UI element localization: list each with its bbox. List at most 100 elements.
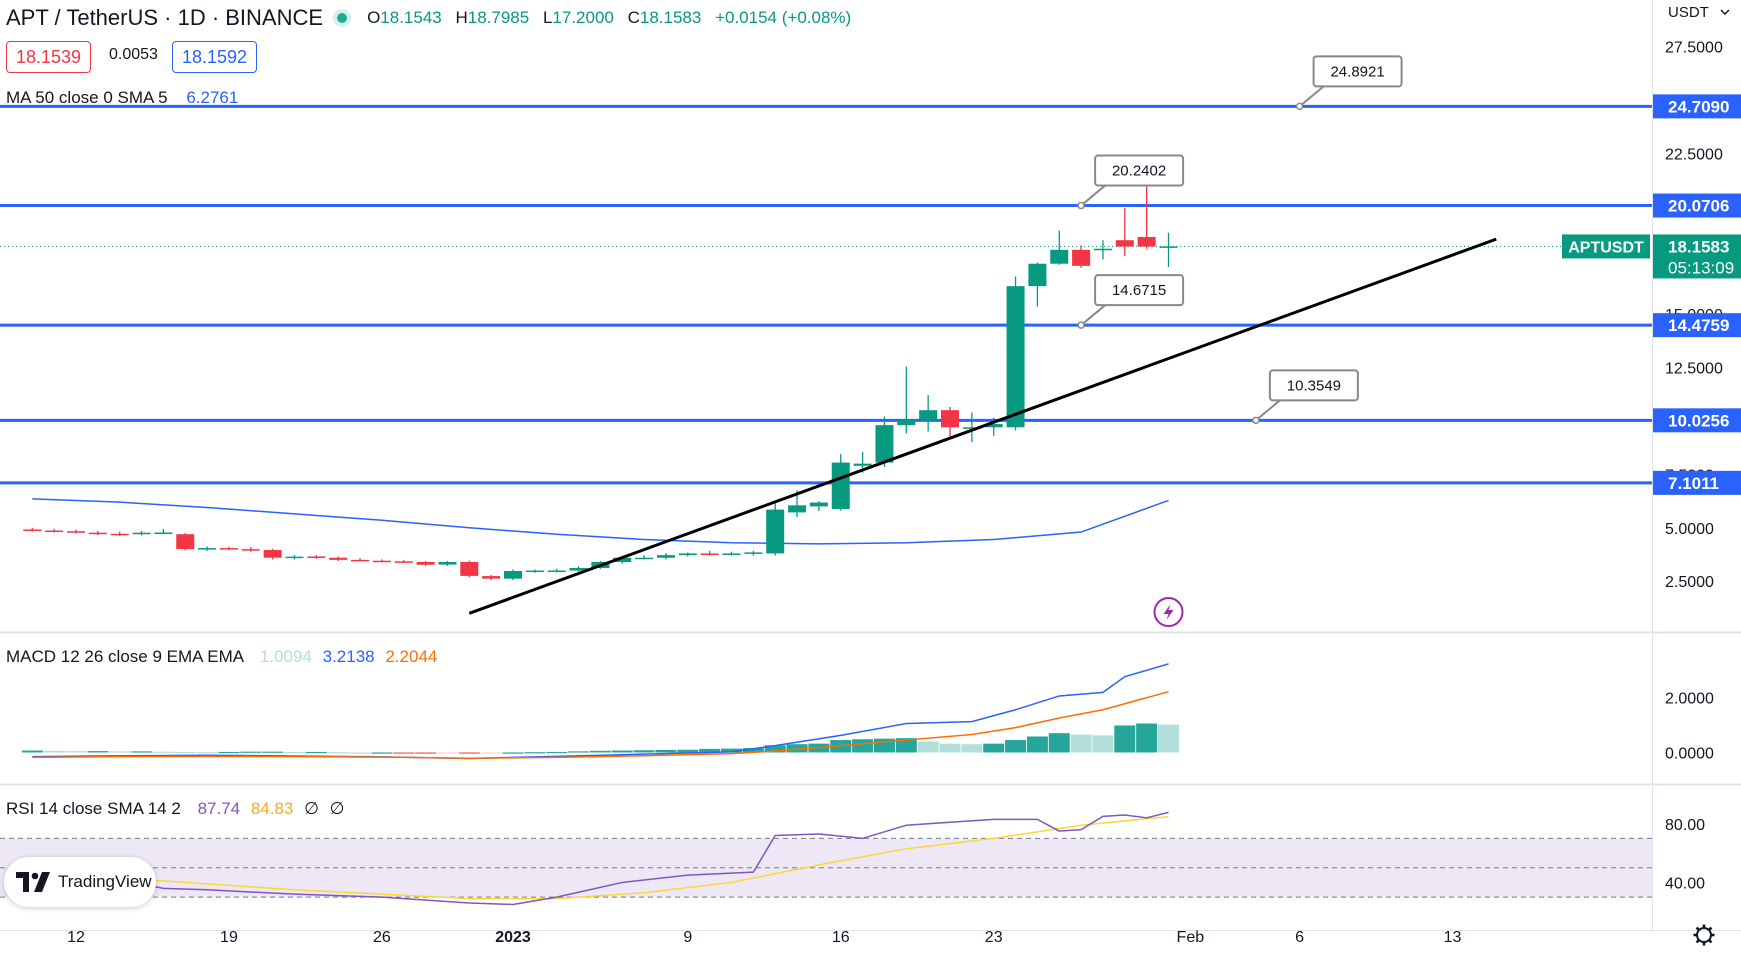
candle-body xyxy=(700,553,719,555)
macd-histogram-bar xyxy=(1114,725,1136,753)
macd-histogram-bar xyxy=(284,751,305,754)
macd-histogram-bar xyxy=(21,750,43,753)
rsi-value: 87.74 xyxy=(197,799,241,818)
macd-histogram-bar xyxy=(43,750,65,753)
candle-body xyxy=(853,463,872,466)
macd-histogram-bar xyxy=(524,752,546,754)
macd-histogram-bar xyxy=(568,751,590,753)
candle xyxy=(962,412,981,443)
candle-body xyxy=(198,548,217,550)
callout-anchor xyxy=(1295,102,1304,111)
macd-histogram-bar xyxy=(196,752,218,754)
macd-legend[interactable]: MACD 12 26 close 9 EMA EMA 1.0094 3.2138… xyxy=(6,647,437,667)
candle-body xyxy=(1137,236,1156,247)
time-tick-label: 26 xyxy=(373,929,391,946)
candle-body xyxy=(962,427,981,429)
candle-body xyxy=(635,557,654,560)
candle-body xyxy=(788,505,807,513)
candle-body xyxy=(88,532,107,535)
candle xyxy=(919,395,938,432)
macd-histogram-bar xyxy=(546,751,568,754)
symbol-price-label: APTUSDT xyxy=(1568,239,1644,256)
candle-body xyxy=(1159,246,1178,248)
symbol-label-bg xyxy=(1562,234,1650,259)
chevron-down-icon xyxy=(1720,9,1730,16)
macd-hist-value: 1.0094 xyxy=(259,647,312,666)
candle xyxy=(1093,240,1112,260)
macd-signal-value: 2.2044 xyxy=(385,647,438,666)
candle xyxy=(547,568,566,573)
candle-body xyxy=(482,576,501,579)
callout-anchor xyxy=(1077,201,1085,210)
rsi-empty-value-1: ∅ xyxy=(304,799,319,818)
macd-histogram-bar xyxy=(393,752,415,754)
gear-tooth xyxy=(1708,939,1713,944)
level-price-label: 14.4759 xyxy=(1668,316,1729,335)
rsi-line xyxy=(32,811,1169,906)
close-value: 18.1583 xyxy=(639,8,702,27)
candle xyxy=(722,551,741,556)
tradingview-mark-icon xyxy=(16,872,50,892)
candle-body xyxy=(656,555,675,558)
candle xyxy=(198,546,217,551)
callout-leader xyxy=(1080,184,1106,207)
candle-body xyxy=(176,534,195,550)
candle-body xyxy=(1028,263,1047,287)
callout-text: 20.2402 xyxy=(1112,163,1166,180)
candle-body xyxy=(1093,248,1112,251)
candle xyxy=(635,555,654,560)
candle-body xyxy=(307,556,326,558)
candle-body xyxy=(394,561,413,563)
lightning-icon[interactable] xyxy=(1153,597,1184,627)
macd-histogram-bar xyxy=(174,751,196,754)
candle xyxy=(1159,232,1178,267)
candle xyxy=(45,528,64,533)
macd-histogram-bar xyxy=(1026,736,1048,753)
macd-histogram-bar xyxy=(786,744,808,753)
candle-body xyxy=(766,509,785,554)
macd-histogram-bar xyxy=(633,750,655,753)
gear-tooth xyxy=(1695,939,1700,944)
candle-body xyxy=(1115,240,1134,247)
candle-body xyxy=(831,462,850,509)
macd-histogram-bar xyxy=(983,743,1005,753)
macd-histogram-bar xyxy=(721,748,742,753)
open-value: 18.1543 xyxy=(380,8,442,27)
callout-text: 24.8921 xyxy=(1330,63,1384,80)
candle xyxy=(241,547,260,552)
macd-histogram-bar xyxy=(1048,733,1070,753)
buy-button[interactable]: 18.1592 xyxy=(172,41,258,73)
candle-body xyxy=(809,502,828,507)
time-tick-label: 6 xyxy=(1295,929,1304,946)
callout-leader xyxy=(1255,399,1281,422)
symbol-title[interactable]: APT / TetherUS · 1D · BINANCE xyxy=(6,5,324,30)
candle xyxy=(329,556,348,561)
sell-button[interactable]: 18.1539 xyxy=(6,41,92,73)
candle-body xyxy=(351,559,370,562)
candle-body xyxy=(23,529,42,531)
ma-legend[interactable]: MA 50 close 0 SMA 5 6.2761 xyxy=(6,88,238,108)
candle-body xyxy=(569,567,588,571)
price-axis: 2.50005.00007.500010.000012.500015.00001… xyxy=(1665,4,1730,591)
rsi-empty-value-2: ∅ xyxy=(329,799,345,818)
rsi-legend[interactable]: RSI 14 close SMA 14 2 87.74 84.83 ∅ ∅ xyxy=(6,799,344,819)
level-price-label-bg xyxy=(1653,313,1741,338)
candle-body xyxy=(45,530,64,533)
candle-body xyxy=(460,561,479,576)
ma50-line xyxy=(32,498,1169,545)
rsi-sma-line xyxy=(32,815,1169,900)
ma-legend-value: 6.2761 xyxy=(186,88,239,107)
macd-histogram-bar xyxy=(1158,724,1179,753)
market-open-indicator xyxy=(337,13,348,23)
macd-histogram-bar xyxy=(961,744,983,753)
candle xyxy=(285,555,304,560)
rsi-tick-label: 40.00 xyxy=(1665,875,1705,892)
time-axis: 12 19 26 2023 9 16 23 Feb 6 13 xyxy=(67,924,1715,946)
tradingview-logo[interactable]: TradingView xyxy=(4,857,156,907)
candle xyxy=(941,406,959,437)
macd-histogram-bar xyxy=(327,752,349,754)
candle xyxy=(67,529,85,534)
settings-gear-icon[interactable] xyxy=(1693,924,1715,946)
